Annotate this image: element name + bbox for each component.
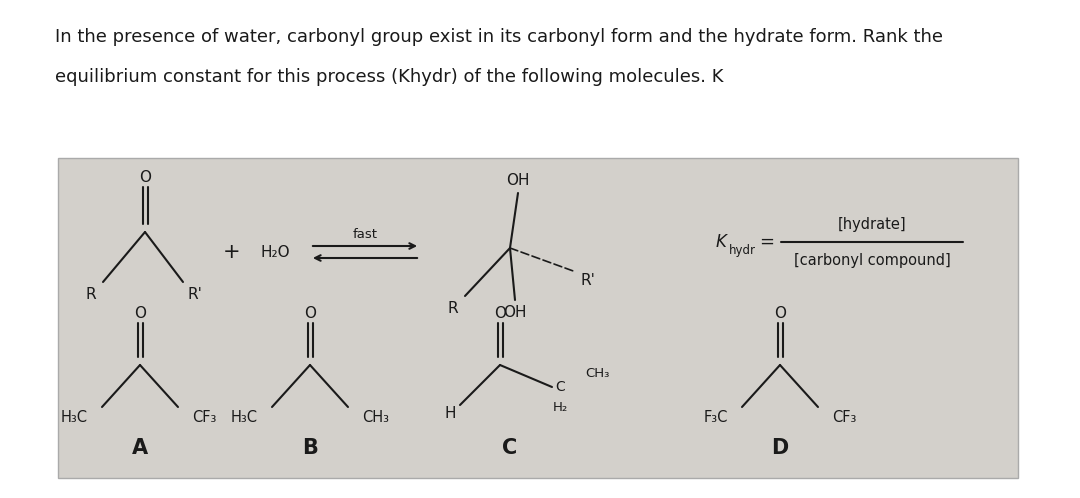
Text: R: R <box>448 300 458 316</box>
Text: H₂O: H₂O <box>260 245 289 259</box>
Text: hydr: hydr <box>729 244 756 256</box>
Text: H₃C: H₃C <box>60 409 87 424</box>
Text: O: O <box>134 305 146 321</box>
FancyBboxPatch shape <box>58 158 1018 478</box>
Text: R': R' <box>188 286 202 301</box>
Text: R': R' <box>581 272 595 287</box>
Text: H: H <box>444 405 456 420</box>
Text: O: O <box>494 305 507 321</box>
Text: In the presence of water, carbonyl group exist in its carbonyl form and the hydr: In the presence of water, carbonyl group… <box>55 28 943 46</box>
Text: OH: OH <box>503 304 527 320</box>
Text: O: O <box>303 305 316 321</box>
Text: equilibrium constant for this process (Khydr) of the following molecules. K: equilibrium constant for this process (K… <box>55 68 724 86</box>
Text: fast: fast <box>352 228 378 241</box>
Text: F₃C: F₃C <box>704 409 728 424</box>
Text: CF₃: CF₃ <box>832 409 856 424</box>
Text: $K$: $K$ <box>715 233 729 251</box>
Text: A: A <box>132 438 148 458</box>
Text: CH₃: CH₃ <box>362 409 389 424</box>
Text: O: O <box>774 305 786 321</box>
Text: B: B <box>302 438 318 458</box>
Text: C: C <box>555 380 565 394</box>
Text: H₃C: H₃C <box>231 409 258 424</box>
Text: H₂: H₂ <box>552 400 568 413</box>
Text: [hydrate]: [hydrate] <box>838 217 906 232</box>
Text: O: O <box>139 169 151 184</box>
Text: D: D <box>771 438 788 458</box>
Text: OH: OH <box>507 172 530 188</box>
Text: R: R <box>85 286 96 301</box>
Text: C: C <box>502 438 517 458</box>
Text: +: + <box>224 242 241 262</box>
Text: CF₃: CF₃ <box>192 409 216 424</box>
Text: [carbonyl compound]: [carbonyl compound] <box>794 252 950 267</box>
Text: =: = <box>759 233 774 251</box>
Text: CH₃: CH₃ <box>585 367 609 379</box>
